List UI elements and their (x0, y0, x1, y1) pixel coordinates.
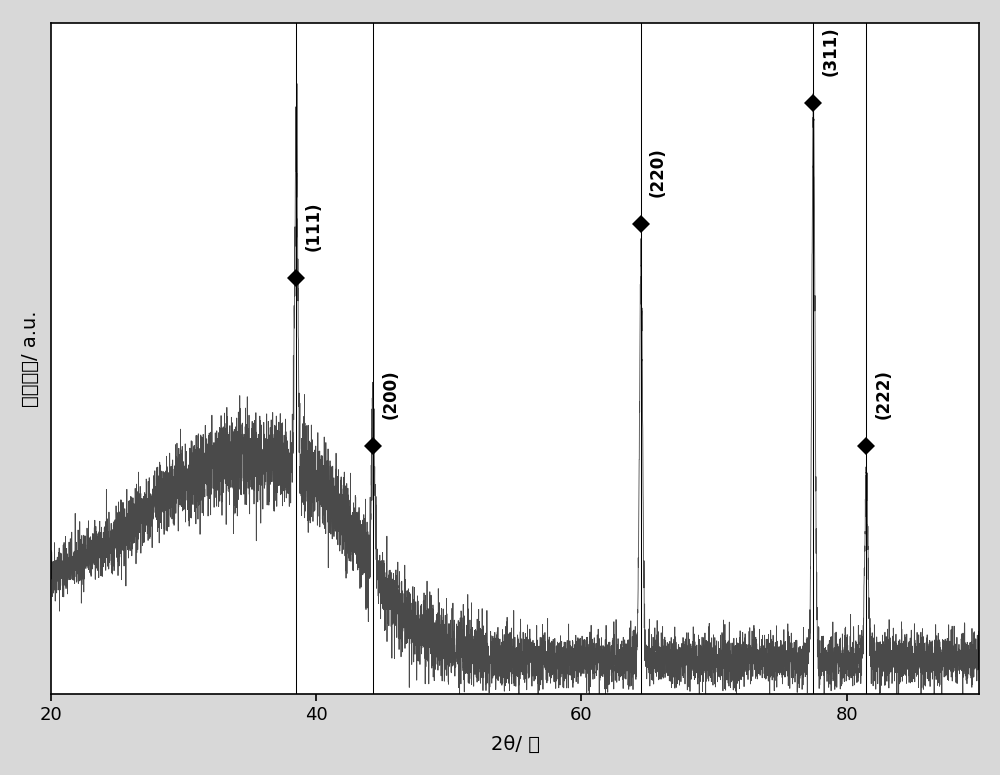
Text: (200): (200) (381, 370, 399, 419)
Text: (111): (111) (304, 202, 322, 251)
Text: (311): (311) (821, 27, 839, 77)
X-axis label: 2θ/ 度: 2θ/ 度 (491, 735, 540, 754)
Text: (222): (222) (874, 369, 892, 419)
Text: (220): (220) (649, 147, 667, 198)
Y-axis label: 相对强度/ a.u.: 相对强度/ a.u. (21, 310, 40, 407)
